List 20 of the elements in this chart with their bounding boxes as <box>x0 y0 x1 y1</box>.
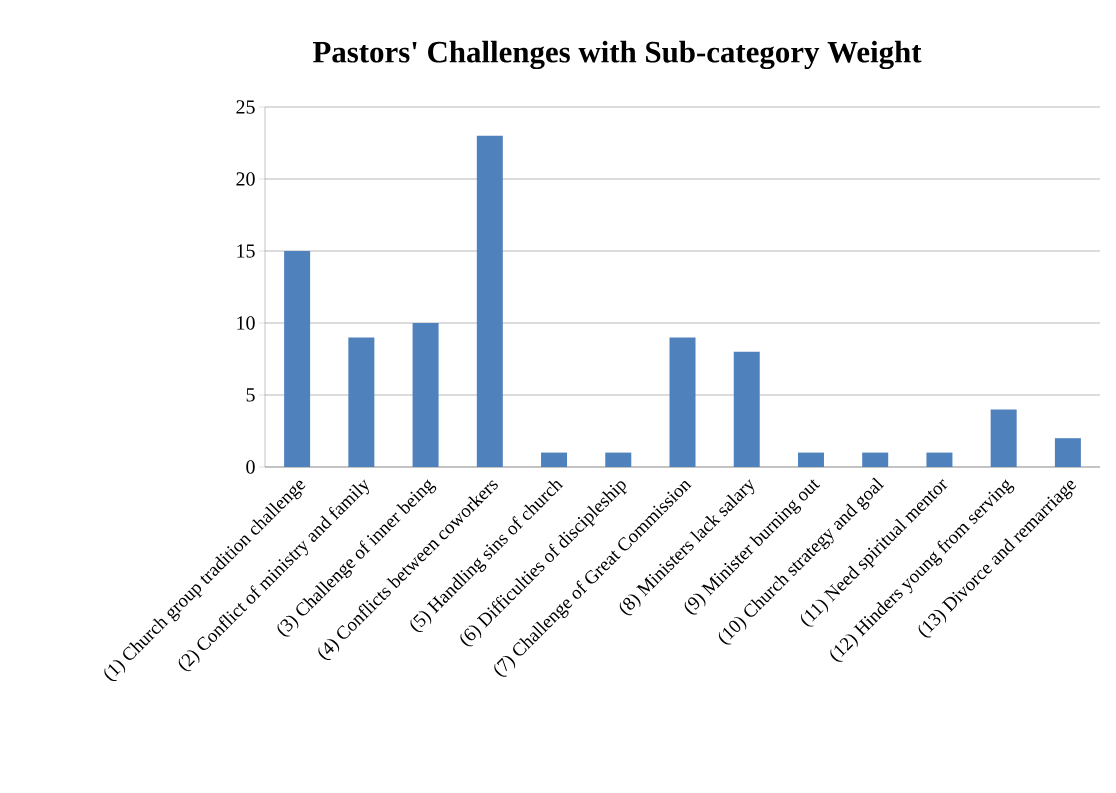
bar <box>476 135 503 467</box>
bar <box>862 452 889 467</box>
bar <box>605 452 632 467</box>
y-tick-label: 15 <box>237 244 255 258</box>
bar <box>541 452 568 467</box>
bar <box>412 322 439 467</box>
bar <box>990 409 1017 467</box>
y-tick-label: 20 <box>236 172 255 186</box>
bar <box>284 250 311 467</box>
bar <box>348 337 375 467</box>
y-tick-label: 0 <box>246 460 255 474</box>
bar <box>797 452 824 467</box>
y-tick-label: 10 <box>237 316 255 330</box>
chart-title: Pastors' Challenges with Sub-category Weight <box>312 40 922 70</box>
bar <box>733 351 760 467</box>
bar <box>1054 438 1081 467</box>
y-tick-label: 5 <box>246 388 255 402</box>
bar <box>926 452 953 467</box>
bar <box>669 337 696 467</box>
y-tick-label: 25 <box>236 100 255 114</box>
